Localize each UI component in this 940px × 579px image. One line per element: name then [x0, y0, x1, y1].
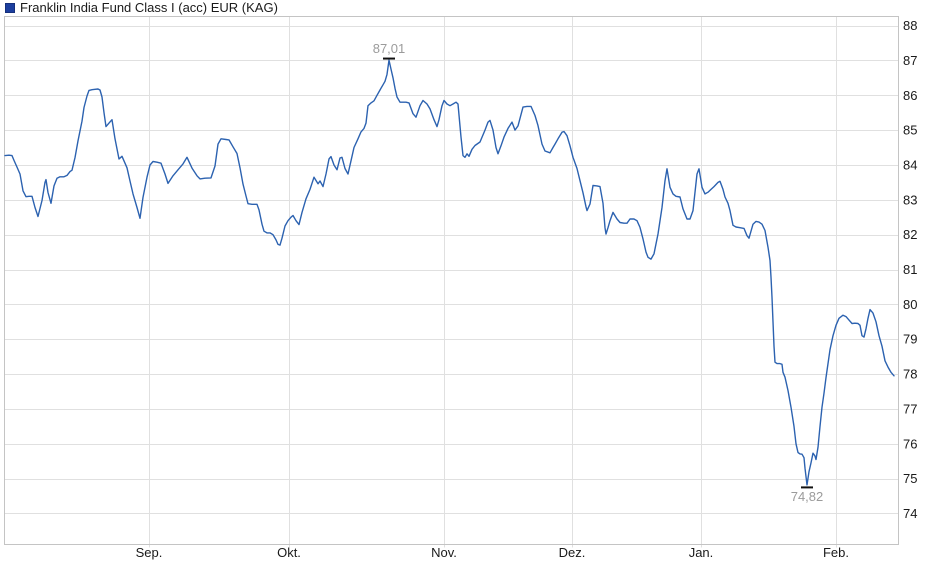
- x-axis-month-label: Sep.: [136, 545, 163, 560]
- plot-border: [4, 16, 899, 545]
- y-axis-tick-label: 81: [903, 262, 917, 277]
- price-line-series: [4, 59, 895, 486]
- y-axis-tick-label: 80: [903, 297, 917, 312]
- x-axis-month-label: Feb.: [823, 545, 849, 560]
- legend-swatch: [5, 3, 15, 13]
- chart-title: Franklin India Fund Class I (acc) EUR (K…: [20, 0, 278, 15]
- y-axis-tick-label: 87: [903, 53, 917, 68]
- x-axis-month-label: Okt.: [277, 545, 301, 560]
- y-axis-tick-label: 86: [903, 88, 917, 103]
- x-axis-month-label: Dez.: [559, 545, 586, 560]
- y-axis-tick-label: 83: [903, 192, 917, 207]
- y-axis-tick-label: 79: [903, 332, 917, 347]
- y-axis-tick-label: 78: [903, 367, 917, 382]
- max-value-label: 87,01: [373, 41, 406, 56]
- y-axis-labels: 74 75 76 77 78 79 80 81 82 83 84 85 86 87 88: [903, 18, 917, 521]
- y-axis-tick-label: 88: [903, 18, 917, 33]
- x-axis-month-label: Nov.: [431, 545, 457, 560]
- x-axis-labels: Sep. Okt. Nov. Dez. Jan. Feb.: [136, 545, 849, 560]
- y-axis-tick-label: 82: [903, 227, 917, 242]
- y-axis-tick-label: 77: [903, 401, 917, 416]
- x-axis-month-label: Jan.: [689, 545, 714, 560]
- gridlines: [4, 16, 899, 548]
- y-axis-tick-label: 74: [903, 506, 917, 521]
- y-axis-tick-label: 85: [903, 123, 917, 138]
- y-axis-tick-label: 84: [903, 157, 917, 172]
- min-value-label: 74,82: [791, 489, 824, 504]
- y-axis-tick-label: 75: [903, 471, 917, 486]
- y-axis-tick-label: 76: [903, 436, 917, 451]
- extreme-annotations: 87,01 74,82: [373, 41, 824, 504]
